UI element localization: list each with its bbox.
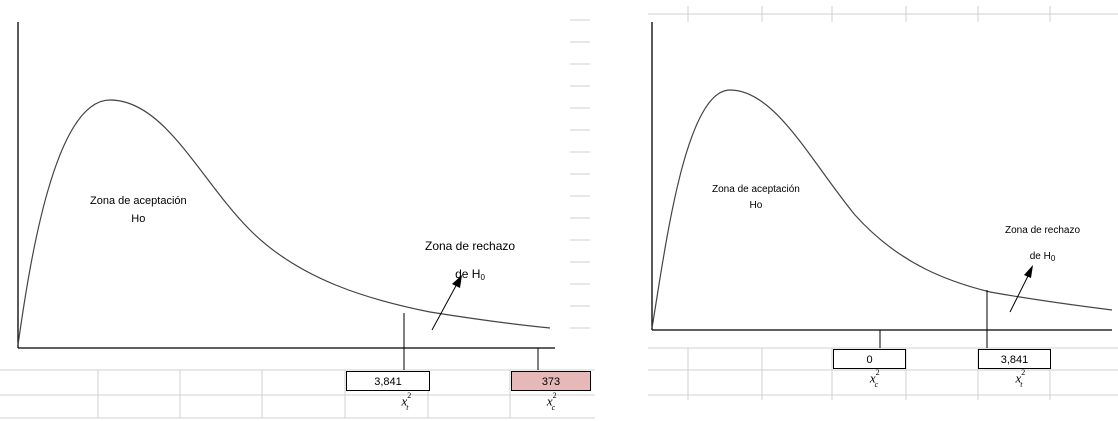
rejection-zone-line2: de H0 — [455, 267, 485, 282]
chi-square-calculated-label: x2c — [869, 368, 880, 389]
arrow-head — [452, 275, 462, 288]
acceptance-zone-line1: Zona de aceptación — [712, 184, 800, 195]
chi-square-curve — [17, 99, 551, 346]
acceptance-zone-label: Zona de aceptación Ho — [712, 182, 800, 214]
rejection-arrow — [1009, 271, 1031, 313]
calculated-value-box: 0 — [833, 349, 906, 369]
left-chi-square-diagram: Zona de aceptación Ho Zona de rechazo de… — [0, 19, 595, 419]
calculated-value-box: 373 — [511, 371, 591, 391]
acceptance-zone-line2: Ho — [749, 200, 763, 211]
spreadsheet-grid — [0, 19, 595, 419]
chi-square-calculated-label: x2c — [546, 391, 557, 412]
acceptance-zone-line1: Zona de aceptación — [90, 195, 187, 207]
chi-square-table-label: x2t — [401, 391, 412, 412]
spreadsheet-grid — [648, 6, 1118, 400]
rejection-zone-label: Zona de rechazo de H0 — [1005, 218, 1080, 270]
chi-square-curve — [651, 89, 1113, 329]
right-diagram-graphics — [648, 6, 1118, 400]
acceptance-zone-label: Zona de aceptación Ho — [90, 192, 187, 228]
arrow-head — [1024, 265, 1033, 278]
acceptance-zone-line2: Ho — [131, 213, 146, 225]
chi-square-table-label: x2t — [1015, 368, 1026, 389]
left-diagram-graphics — [0, 19, 595, 419]
critical-value-box: 3,841 — [346, 371, 430, 391]
rejection-zone-line2: de H0 — [1029, 251, 1056, 263]
rejection-zone-line1: Zona de rechazo — [1005, 225, 1081, 236]
critical-value-box: 3,841 — [978, 349, 1051, 369]
right-chi-square-diagram: Zona de aceptación Ho Zona de rechazo de… — [640, 0, 1118, 421]
rejection-zone-label: Zona de rechazo de H0 — [425, 232, 515, 290]
rejection-zone-line1: Zona de rechazo — [425, 239, 516, 253]
rejection-arrow — [431, 281, 459, 331]
